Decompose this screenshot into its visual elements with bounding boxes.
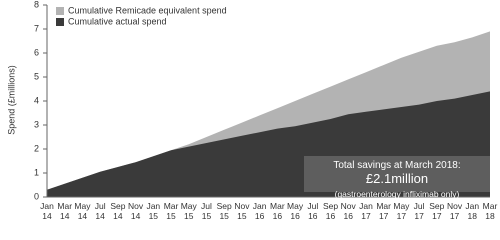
x-tick-label: May 17 (393, 201, 410, 221)
y-tick-label: 1 (34, 167, 39, 177)
chart: Spend (£millions) 0 1 2 3 4 5 6 7 8 Cumulative Re… (6, 0, 498, 221)
x-tick-label: Jan 16 (252, 201, 267, 221)
y-tick-label: 2 (34, 143, 39, 153)
y-tick-label: 8 (34, 0, 39, 9)
x-tick-label: Jul 14 (94, 201, 106, 221)
y-tick-label: 6 (34, 47, 39, 57)
y-axis-label: Spend (£millions) (6, 65, 16, 135)
x-tick-label: May 14 (74, 201, 91, 221)
x-tick-label: Nov 16 (340, 201, 356, 221)
x-tick-label: Jan 18 (465, 201, 480, 221)
x-tick-label: Jul 17 (413, 201, 425, 221)
annotation-box: Total savings at March 2018: £2.1million… (304, 156, 490, 199)
x-tick-label: Jul 16 (307, 201, 319, 221)
x-tick-label: Sep 14 (110, 201, 126, 221)
x-tick-label: Mar 15 (163, 201, 179, 221)
x-tick-label: Mar 14 (57, 201, 73, 221)
x-tick-label: May 15 (180, 201, 197, 221)
legend-swatch (56, 18, 64, 26)
x-tick-label: Sep 17 (429, 201, 445, 221)
x-tick-label: Sep 15 (216, 201, 232, 221)
x-tick-label: Jan 15 (146, 201, 161, 221)
x-tick-label: Mar 18 (482, 201, 498, 221)
x-tick-label: Nov 14 (128, 201, 144, 221)
x-tick-label: Jan 17 (359, 201, 373, 221)
chart-svg: Spend (£millions) 0 1 2 3 4 5 6 7 8 Cumulative Re… (6, 0, 490, 201)
legend-label: Cumulative actual spend (68, 16, 167, 26)
x-tick-label: May 16 (287, 201, 304, 221)
x-tick-label: Mar 16 (270, 201, 285, 221)
annotation-value: £2.1million (365, 171, 429, 186)
annotation-lead: Total savings at March 2018: (333, 160, 461, 171)
annotation-line: Total savings at March 2018: £2.1million (304, 160, 490, 186)
x-tick-label: Mar 17 (376, 201, 391, 221)
y-tick-label: 0 (34, 191, 39, 201)
x-tick-label: Jan 14 (40, 201, 54, 221)
legend-label: Cumulative Remicade equivalent spend (68, 5, 227, 15)
y-tick-label: 4 (34, 95, 39, 105)
y-tick-label: 7 (34, 23, 39, 33)
x-tick-label: Nov 17 (446, 201, 463, 221)
x-tick-label: Nov 15 (234, 201, 250, 221)
y-tick-label: 3 (34, 119, 39, 129)
x-tick-label: Sep 16 (322, 201, 339, 221)
annotation-note: (gastroenterology infliximab only) (334, 189, 460, 199)
legend-swatch (56, 7, 64, 15)
y-tick-label: 5 (34, 71, 39, 81)
x-tick-label: Jul 15 (201, 201, 212, 221)
